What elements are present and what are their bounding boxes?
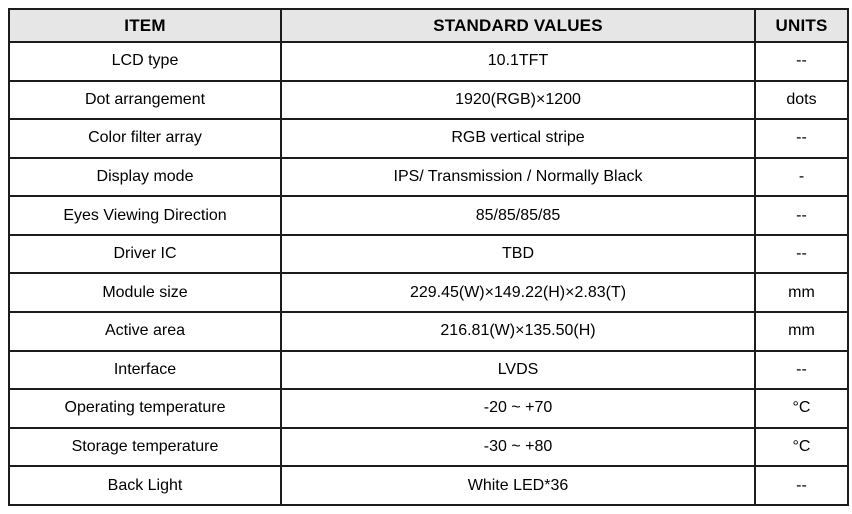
cell-item: Storage temperature <box>8 426 282 468</box>
cell-unit: -- <box>754 349 849 391</box>
cell-unit: °C <box>754 426 849 468</box>
cell-item: Dot arrangement <box>8 79 282 121</box>
cell-value: LVDS <box>280 349 756 391</box>
cell-unit: -- <box>754 195 849 236</box>
cell-unit: mm <box>754 272 849 314</box>
table-row: Eyes Viewing Direction 85/85/85/85 -- <box>8 195 849 236</box>
table-row: Back Light White LED*36 -- <box>8 465 849 506</box>
cell-item: Module size <box>8 272 282 314</box>
cell-item: Active area <box>8 311 282 352</box>
col-header-item: ITEM <box>8 8 282 43</box>
table-row: Display mode IPS/ Transmission / Normally… <box>8 156 849 198</box>
cell-unit: - <box>754 156 849 198</box>
table-row: Module size 229.45(W)×149.22(H)×2.83(T) mm <box>8 272 849 314</box>
cell-item: Back Light <box>8 465 282 506</box>
cell-unit: dots <box>754 79 849 121</box>
cell-item: Eyes Viewing Direction <box>8 195 282 236</box>
cell-value: 229.45(W)×149.22(H)×2.83(T) <box>280 272 756 314</box>
cell-value: 1920(RGB)×1200 <box>280 79 756 121</box>
table-row: Interface LVDS -- <box>8 349 849 391</box>
cell-item: Color filter array <box>8 118 282 159</box>
table-row: Active area 216.81(W)×135.50(H) mm <box>8 311 849 352</box>
cell-value: 10.1TFT <box>280 41 756 82</box>
cell-value: White LED*36 <box>280 465 756 506</box>
cell-item: Driver IC <box>8 233 282 275</box>
table-row: Dot arrangement 1920(RGB)×1200 dots <box>8 79 849 121</box>
table-row: LCD type 10.1TFT -- <box>8 41 849 82</box>
cell-value: TBD <box>280 233 756 275</box>
col-header-standard-values: STANDARD VALUES <box>280 8 756 43</box>
cell-value: -30 ~ +80 <box>280 426 756 468</box>
cell-item: Operating temperature <box>8 388 282 429</box>
cell-unit: -- <box>754 118 849 159</box>
table-row: Driver IC TBD -- <box>8 233 849 275</box>
cell-value: 85/85/85/85 <box>280 195 756 236</box>
cell-value: IPS/ Transmission / Normally Black <box>280 156 756 198</box>
cell-unit: -- <box>754 465 849 506</box>
cell-unit: -- <box>754 233 849 275</box>
table-row: Storage temperature -30 ~ +80 °C <box>8 426 849 468</box>
cell-unit: -- <box>754 41 849 82</box>
cell-item: LCD type <box>8 41 282 82</box>
table-row: Operating temperature -20 ~ +70 °C <box>8 388 849 429</box>
header-row: ITEM STANDARD VALUES UNITS <box>8 8 849 43</box>
spec-table-body: LCD type 10.1TFT -- Dot arrangement 1920(RGB… <box>8 41 849 506</box>
cell-item: Display mode <box>8 156 282 198</box>
cell-value: -20 ~ +70 <box>280 388 756 429</box>
col-header-units: UNITS <box>754 8 849 43</box>
spec-table: ITEM STANDARD VALUES UNITS LCD type 10.1T… <box>8 8 849 506</box>
cell-unit: °C <box>754 388 849 429</box>
cell-item: Interface <box>8 349 282 391</box>
table-row: Color filter array RGB vertical stripe -- <box>8 118 849 159</box>
cell-value: RGB vertical stripe <box>280 118 756 159</box>
cell-unit: mm <box>754 311 849 352</box>
cell-value: 216.81(W)×135.50(H) <box>280 311 756 352</box>
